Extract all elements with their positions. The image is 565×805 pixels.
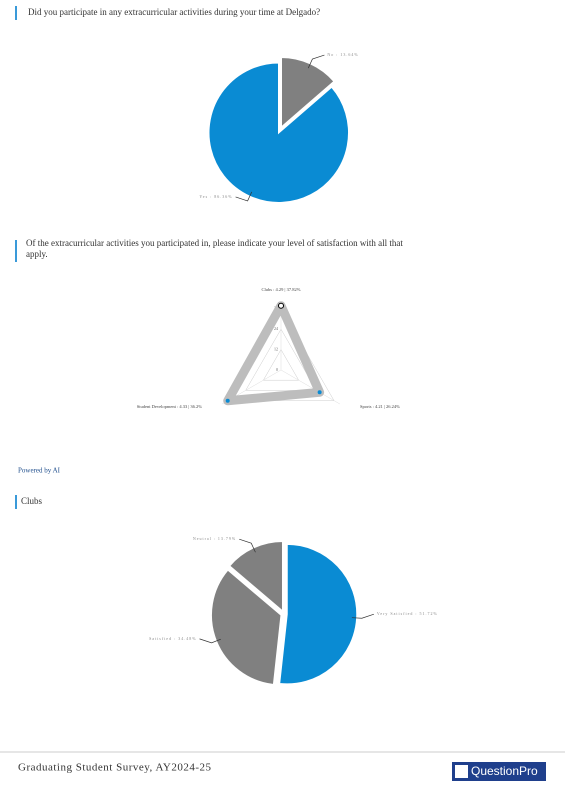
powered-by: Powered by AI	[18, 467, 61, 475]
accent-bar	[15, 495, 17, 509]
radar-point	[278, 302, 284, 309]
axis-label: Sports : 4.21 | 26.24%	[360, 404, 400, 409]
grid-line	[245, 328, 317, 391]
r-tick-label: 12	[274, 347, 278, 352]
question-wrap: Of the extracurricular activities you pa…	[26, 238, 403, 259]
leader-line	[351, 613, 374, 619]
slice-label: Very Satisfied : 51.72%	[377, 611, 438, 616]
logo-icon	[455, 765, 468, 778]
logo	[452, 762, 546, 781]
slice-label: Neutral : 13.79%	[193, 536, 236, 541]
logo-text: QuestionPro	[471, 764, 538, 778]
radar-point	[317, 390, 322, 395]
axis-label: Clubs : 4.29 | 37.82%	[262, 287, 301, 292]
grid-line	[262, 349, 300, 381]
accent-bar	[15, 6, 17, 20]
leader-line	[235, 191, 253, 202]
slice-label: No : 13.64%	[327, 52, 358, 57]
leader-line	[199, 638, 221, 644]
radar-area	[223, 301, 325, 406]
question-title: Clubs	[21, 496, 43, 506]
footer-text: Graduating Student Survey, AY2024-25	[18, 762, 211, 774]
leader-line	[307, 54, 325, 69]
r-tick-label: 0	[276, 367, 278, 372]
question-title: Did you participate in any extracurricul…	[28, 7, 320, 17]
axis-label: Student Development : 4.33 | 36.2%	[137, 404, 203, 409]
accent-bar	[15, 240, 17, 262]
slice-label: Yes : 86.36%	[199, 194, 232, 199]
r-tick-label: 24	[274, 326, 278, 331]
pie-slice	[278, 543, 358, 685]
leader-line	[239, 538, 256, 553]
radar-point	[225, 398, 230, 403]
axis-line	[280, 369, 341, 405]
question-title: Of the extracurricular activities you pa…	[26, 238, 403, 259]
slice-label: Satisfied : 34.48%	[149, 636, 196, 641]
